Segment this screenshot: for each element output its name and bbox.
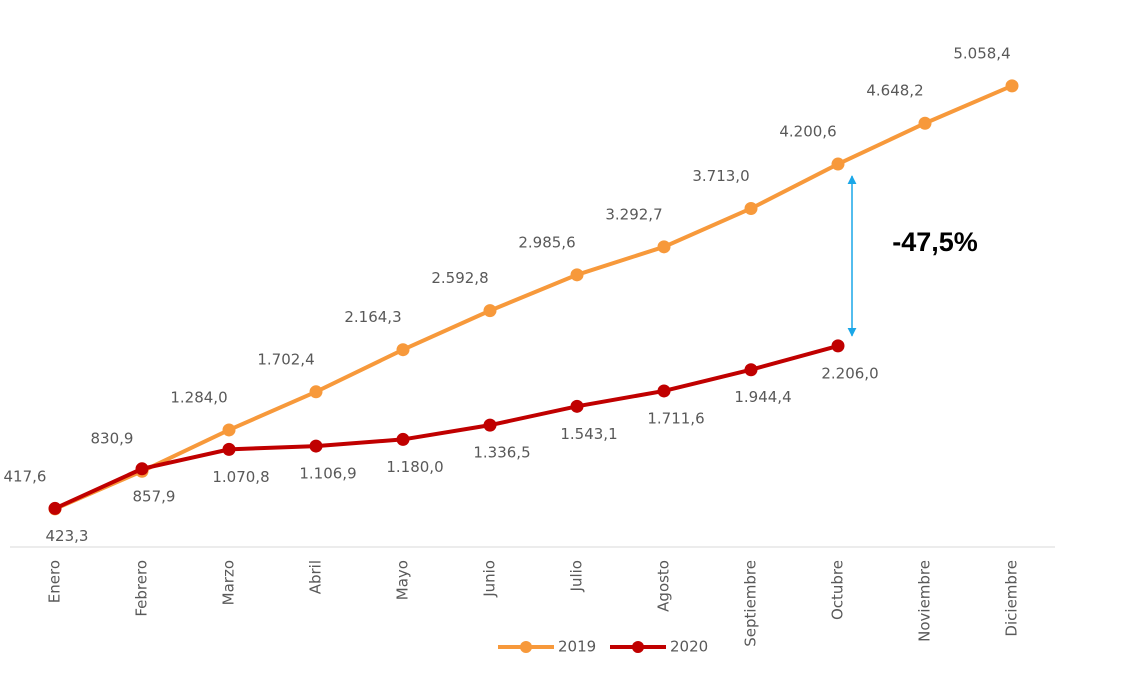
x-tick-label: Enero [46,560,64,603]
x-tick-label: Abril [307,560,325,594]
data-label: 1.702,4 [257,350,314,368]
data-label: 2.985,6 [518,233,575,251]
x-tick-label: Diciembre [1003,560,1021,637]
point [48,501,62,515]
x-tick-label: Marzo [220,560,238,605]
x-tick-label: Mayo [394,560,412,600]
x-tick-label: Septiembre [742,560,760,647]
series-line [54,343,839,511]
data-label: 423,3 [46,527,89,545]
point [222,442,236,456]
legend-marker [520,641,532,653]
data-label: 1.180,0 [386,458,443,476]
point [222,423,236,437]
data-label: 3.713,0 [692,167,749,185]
x-tick-label: Octubre [829,560,847,620]
data-label: 1.336,5 [473,444,530,462]
data-label: 857,9 [133,487,176,505]
point [135,462,149,476]
legend-label: 2020 [670,638,708,656]
annotation: -47,5% [892,227,978,257]
data-label: 1.070,8 [212,468,269,486]
point [831,339,845,353]
data-label: 1.543,1 [560,425,617,443]
point [309,439,323,453]
point [570,268,584,282]
series-line [54,84,1013,511]
x-tick-label: Febrero [133,560,151,617]
x-tick-label: Agosto [655,560,673,612]
data-label: 1.106,9 [299,465,356,483]
data-label: 1.711,6 [647,409,704,427]
point [657,240,671,254]
data-label: 4.648,2 [866,82,923,100]
data-label: 1.944,4 [734,388,791,406]
data-label: 2.592,8 [431,269,488,287]
point [396,343,410,357]
point [396,432,410,446]
point [831,157,845,171]
data-label: 3.292,7 [605,205,662,223]
legend-marker [632,641,644,653]
data-label: 4.200,6 [779,123,836,141]
data-label: 2.206,0 [821,364,878,382]
point [309,385,323,399]
data-label: 5.058,4 [953,44,1010,62]
x-tick-label: Noviembre [916,560,934,642]
point [1005,79,1019,93]
point [483,418,497,432]
data-label: 2.164,3 [344,308,401,326]
point [483,304,497,318]
point [744,201,758,215]
point [744,363,758,377]
x-tick-label: Julio [568,560,586,592]
point [570,399,584,413]
data-label: 417,6 [4,467,47,485]
data-label: 1.284,0 [170,388,227,406]
point [918,116,932,130]
x-tick-label: Junio [481,560,499,598]
point [657,384,671,398]
data-label: 830,9 [91,430,134,448]
legend-label: 2019 [558,638,596,656]
